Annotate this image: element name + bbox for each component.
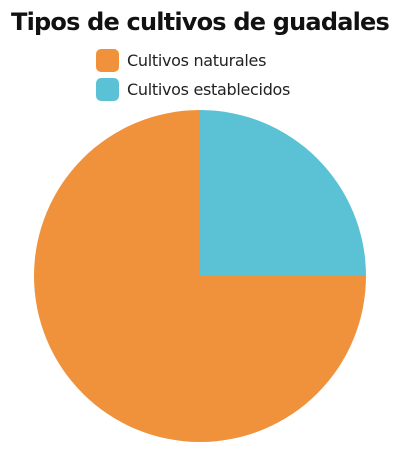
chart-title: Tipos de cultivos de guadales [11, 8, 390, 36]
legend-item-cultivos-naturales: Cultivos naturales [96, 48, 290, 72]
legend: Cultivos naturales Cultivos establecidos [96, 48, 290, 106]
legend-label-cultivos-establecidos: Cultivos establecidos [127, 79, 291, 99]
legend-swatch-cultivos-naturales [96, 48, 119, 72]
legend-label-cultivos-naturales: Cultivos naturales [127, 50, 267, 70]
legend-swatch-cultivos-establecidos [96, 77, 119, 101]
pie-slice-cultivos-establecidos [200, 110, 366, 276]
legend-item-cultivos-establecidos: Cultivos establecidos [96, 77, 290, 101]
